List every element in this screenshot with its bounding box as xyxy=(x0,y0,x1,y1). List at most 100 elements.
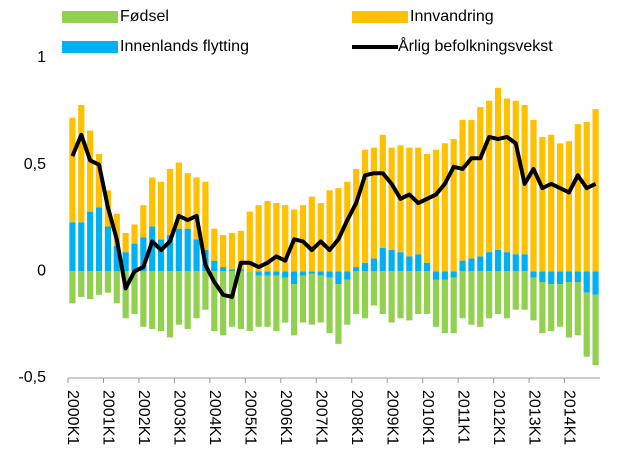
legend-label: Årlig befolkningsvekst xyxy=(398,36,553,55)
bar-segment xyxy=(78,222,85,272)
bar-segment xyxy=(530,277,537,321)
bar-segment xyxy=(69,271,76,304)
bar-segment xyxy=(255,271,262,276)
bar-segment xyxy=(361,262,369,272)
x-tick-label: 2000K1 xyxy=(64,390,81,445)
legend-swatch xyxy=(352,11,408,23)
legend-label: Innenlands flytting xyxy=(120,38,249,55)
bar-segment xyxy=(335,271,342,285)
bar-segment xyxy=(308,273,315,325)
bar-segment xyxy=(397,271,404,319)
bar-segment xyxy=(264,200,271,272)
x-tick-label: 2014K1 xyxy=(561,390,578,445)
bar-segment xyxy=(131,224,138,244)
bar-segment xyxy=(450,271,457,278)
bar-segment xyxy=(335,284,342,344)
x-tick-label: 2011K1 xyxy=(454,390,471,444)
bar-segment xyxy=(432,271,440,280)
x-tick-label: 2006K1 xyxy=(277,390,294,445)
bar-segment xyxy=(441,279,448,334)
bar-segment xyxy=(512,254,519,272)
bar-segment xyxy=(69,222,76,272)
y-tick-label: 0 xyxy=(37,263,46,280)
bar-segment xyxy=(583,122,590,272)
bar-segment xyxy=(246,211,253,272)
bar-segment xyxy=(370,147,378,259)
bar-segment xyxy=(486,271,493,319)
bar-segment xyxy=(574,271,581,282)
bar-segment xyxy=(353,168,360,268)
bar-segment xyxy=(583,271,590,293)
bar-segment xyxy=(574,124,581,272)
bar-segment xyxy=(157,271,165,332)
bar-segment xyxy=(202,181,209,250)
bar-segment xyxy=(468,119,475,259)
line-series xyxy=(70,132,597,299)
bar-segment xyxy=(459,119,466,261)
bar-segment xyxy=(113,213,120,246)
bar-segment xyxy=(450,139,457,272)
legend-swatch xyxy=(62,11,118,23)
bar-segment xyxy=(592,271,599,295)
bar-segment xyxy=(104,271,112,293)
bar-segment xyxy=(388,147,395,250)
x-tick-label: 2002K1 xyxy=(135,390,152,445)
bar-segment xyxy=(477,271,484,327)
bar-segment xyxy=(104,226,112,272)
bar-segment xyxy=(548,271,555,285)
bar-segment xyxy=(193,177,200,240)
bar-segment xyxy=(264,275,271,327)
bar-segment xyxy=(361,149,369,263)
x-tick-label: 2012K1 xyxy=(490,390,507,445)
bar-segment xyxy=(220,267,227,272)
bar-segment xyxy=(503,252,511,272)
bar-segment xyxy=(468,258,475,272)
x-tick-label: 2009K1 xyxy=(383,390,400,445)
bar-segment xyxy=(237,271,245,329)
bar-segment xyxy=(308,271,315,274)
bar-segment xyxy=(317,275,324,323)
bar-segment xyxy=(459,271,466,319)
bar-segment xyxy=(335,188,342,272)
bar-segment xyxy=(521,271,528,310)
bar-segment xyxy=(379,134,386,248)
bar-segment xyxy=(539,136,546,272)
bar-segment xyxy=(299,275,307,323)
bar-segment xyxy=(397,252,404,272)
bar-segment xyxy=(193,271,200,319)
bar-segment xyxy=(326,271,333,278)
bar-segment xyxy=(353,271,360,314)
bar-segment xyxy=(423,271,431,314)
bar-segment xyxy=(255,275,262,327)
y-tick-label: 0,5 xyxy=(24,156,46,173)
bar-segment xyxy=(78,271,85,297)
x-tick-label: 2004K1 xyxy=(206,390,223,445)
bar-segment xyxy=(184,271,191,329)
bar-segment xyxy=(149,271,156,329)
bar-segment xyxy=(326,277,333,334)
x-tick-label: 2007K1 xyxy=(312,390,329,445)
bar-segment xyxy=(556,284,564,327)
bar-segment xyxy=(539,271,546,282)
bar-segment xyxy=(503,271,511,319)
bar-segment xyxy=(264,271,271,276)
bar-segment xyxy=(406,256,413,272)
bar-segment xyxy=(486,252,493,272)
bar-segment xyxy=(149,177,156,227)
bar-segment xyxy=(388,250,395,272)
legend-swatch xyxy=(62,41,118,53)
bar-segment xyxy=(282,205,289,272)
bar-segment xyxy=(122,271,129,319)
y-tick-label: -0,5 xyxy=(18,369,46,386)
bar-segment xyxy=(415,254,422,272)
x-tick-label: 2013K1 xyxy=(525,390,542,445)
bar-segment xyxy=(228,269,236,272)
bar-segment xyxy=(166,271,174,338)
bar-segment xyxy=(175,162,182,229)
bar-segment xyxy=(211,271,218,332)
bar-segment xyxy=(521,254,528,272)
bar-segment xyxy=(299,205,307,272)
bar-segment xyxy=(113,245,120,272)
bar-segment xyxy=(503,98,511,253)
